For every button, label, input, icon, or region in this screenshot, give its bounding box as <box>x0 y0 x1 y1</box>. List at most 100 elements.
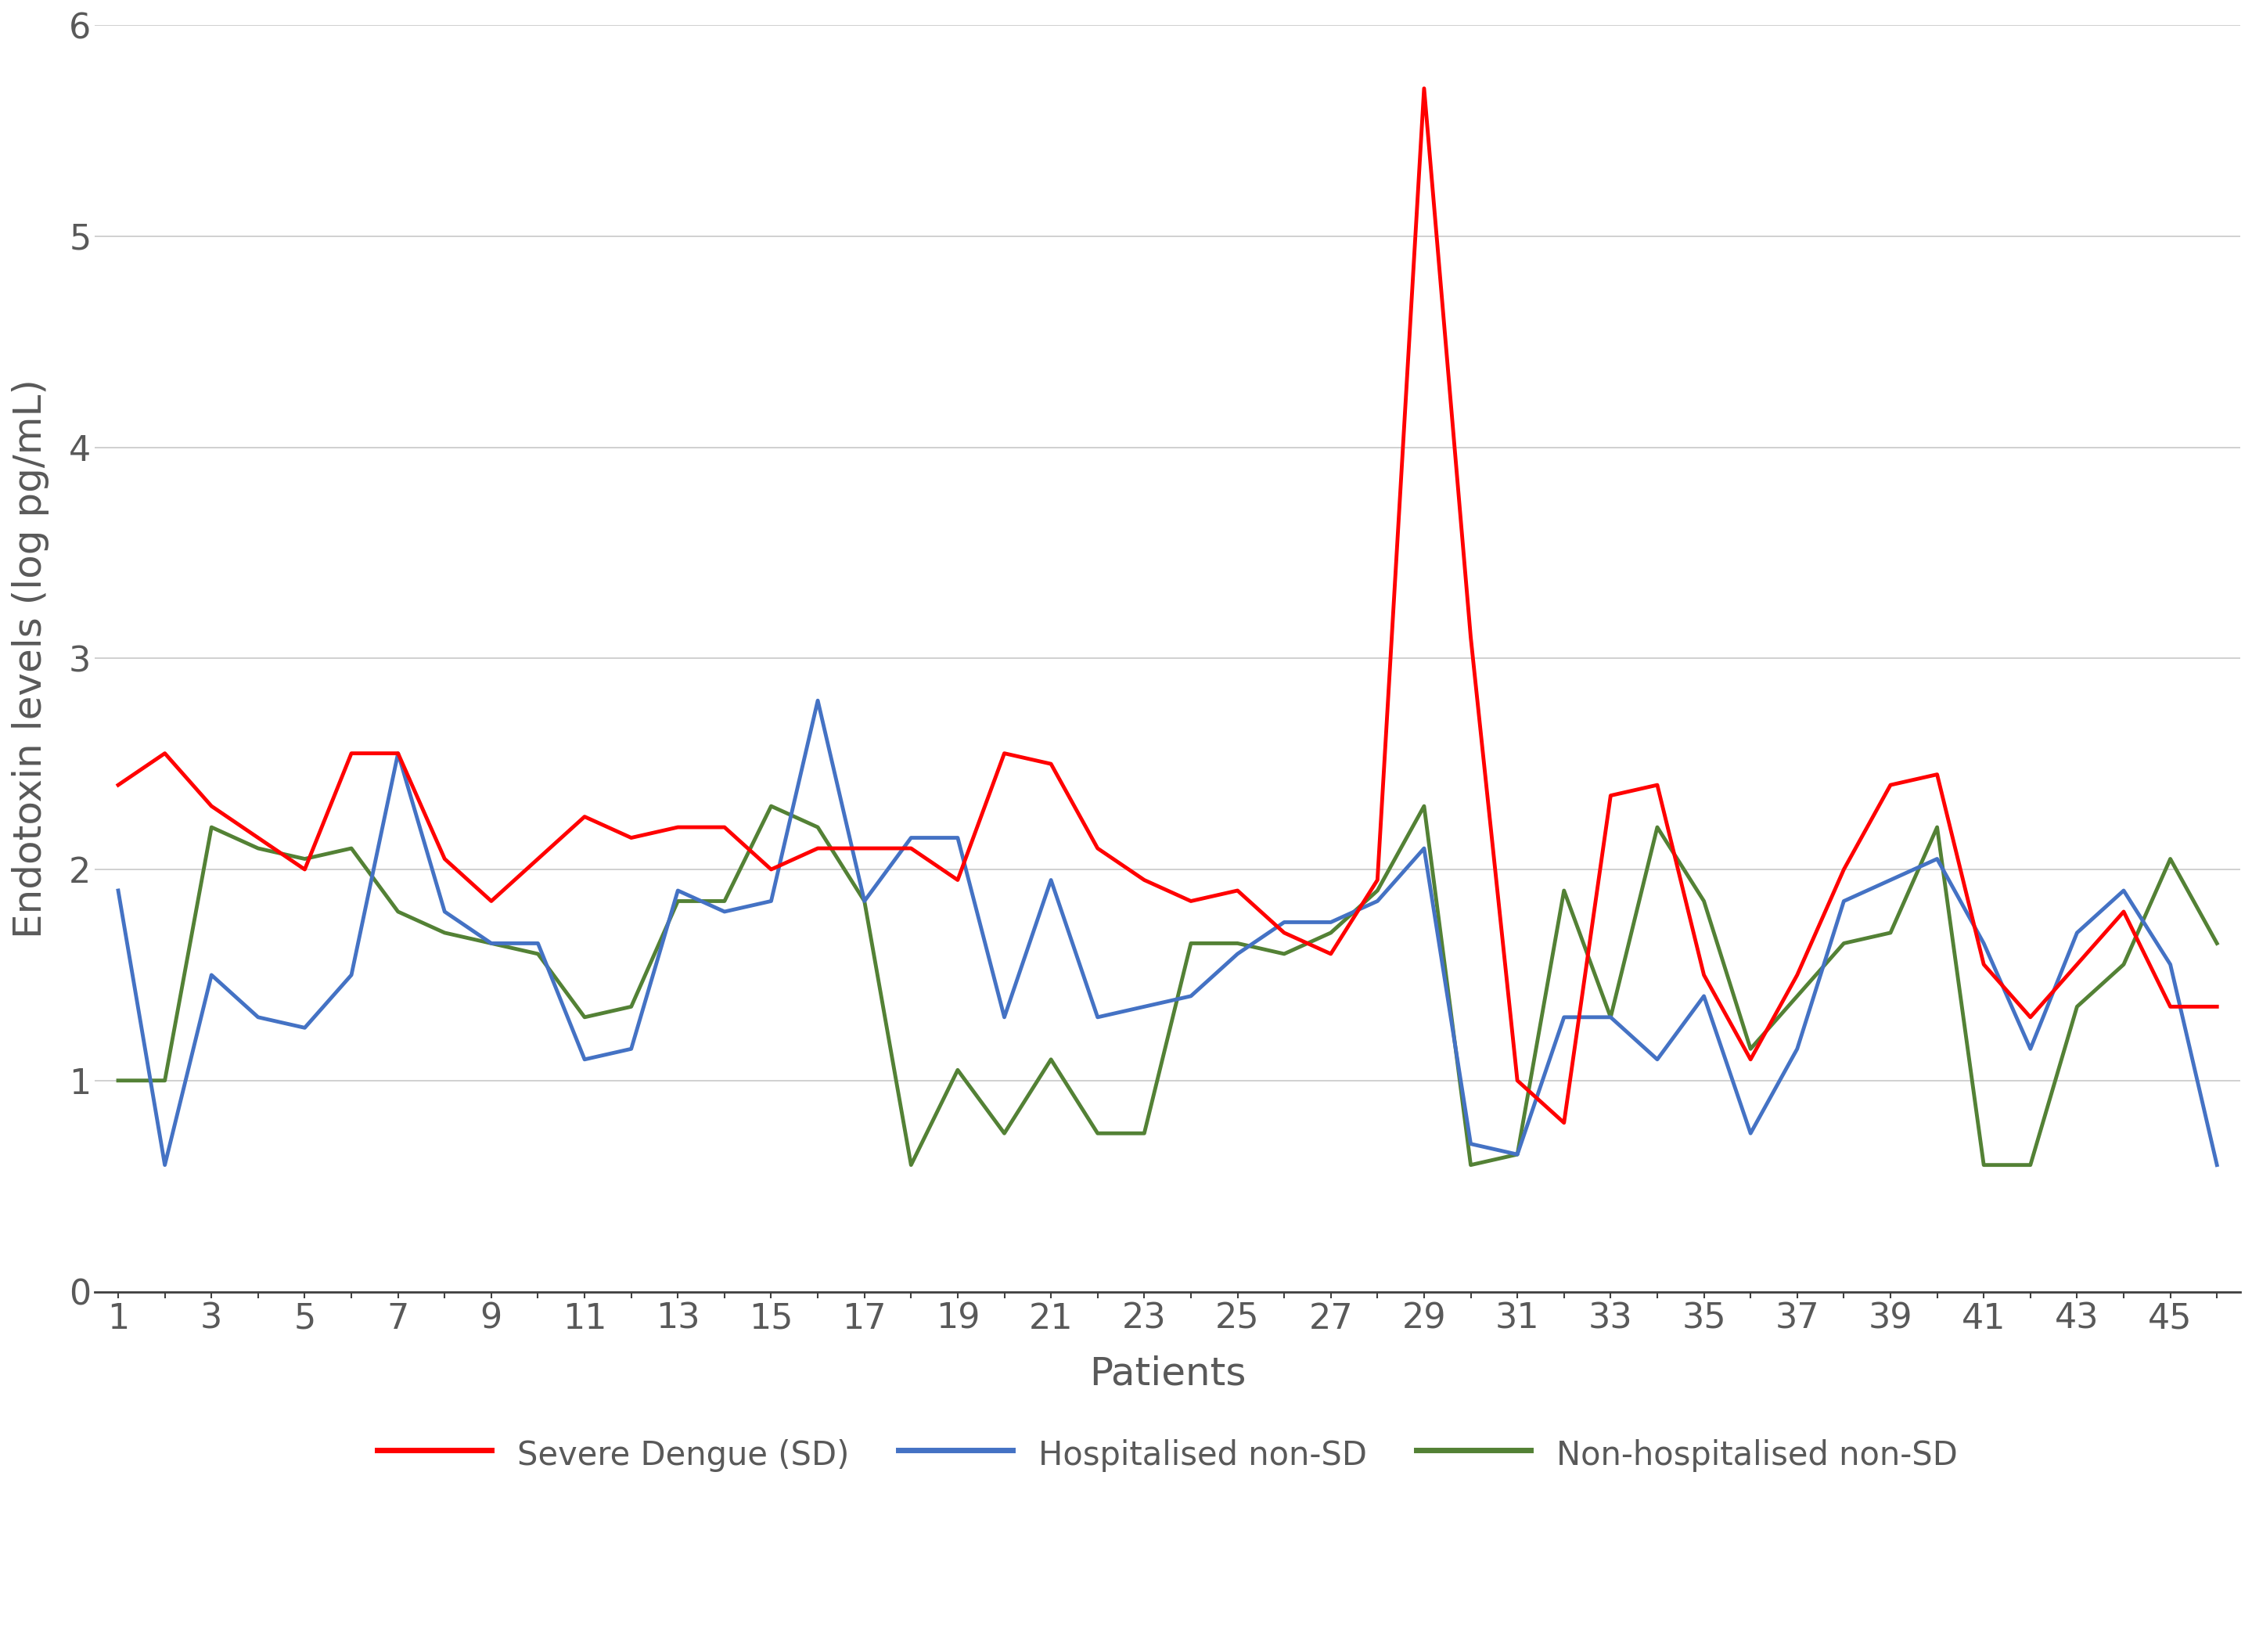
Hospitalised non-SD <box>104 881 131 900</box>
Severe Dengue (SD) <box>291 859 318 879</box>
Severe Dengue (SD) <box>477 890 504 910</box>
Severe Dengue (SD) <box>991 743 1018 763</box>
Non-hospitalised non-SD <box>712 890 739 910</box>
Hospitalised non-SD <box>1131 996 1158 1016</box>
Non-hospitalised non-SD <box>572 1008 599 1028</box>
Y-axis label: Endotoxin levels (log pg/mL): Endotoxin levels (log pg/mL) <box>11 378 50 938</box>
Hospitalised non-SD <box>1504 1145 1531 1165</box>
Severe Dengue (SD) <box>899 839 926 859</box>
Non-hospitalised non-SD <box>1876 923 1903 943</box>
Non-hospitalised non-SD <box>1504 1145 1531 1165</box>
Severe Dengue (SD) <box>1549 1113 1576 1133</box>
Severe Dengue (SD) <box>1504 1070 1531 1090</box>
Non-hospitalised non-SD <box>617 996 644 1016</box>
Severe Dengue (SD) <box>2063 955 2090 975</box>
Non-hospitalised non-SD <box>1736 1039 1763 1059</box>
Non-hospitalised non-SD <box>338 839 365 859</box>
Non-hospitalised non-SD <box>104 1070 131 1090</box>
Hospitalised non-SD <box>430 902 457 922</box>
Severe Dengue (SD) <box>572 806 599 826</box>
Hospitalised non-SD <box>572 1049 599 1069</box>
Hospitalised non-SD <box>1831 890 1858 910</box>
Non-hospitalised non-SD <box>198 818 225 838</box>
Legend: Severe Dengue (SD), Hospitalised non-SD, Non-hospitalised non-SD: Severe Dengue (SD), Hospitalised non-SD,… <box>360 1419 1975 1490</box>
Non-hospitalised non-SD <box>991 1123 1018 1143</box>
Severe Dengue (SD) <box>338 743 365 763</box>
Hospitalised non-SD <box>1970 933 1998 953</box>
Non-hospitalised non-SD <box>899 1155 926 1175</box>
Line: Hospitalised non-SD: Hospitalised non-SD <box>117 700 2216 1165</box>
Severe Dengue (SD) <box>1365 871 1392 890</box>
Severe Dengue (SD) <box>104 775 131 795</box>
Severe Dengue (SD) <box>2018 1008 2045 1028</box>
Severe Dengue (SD) <box>1131 871 1158 890</box>
Hospitalised non-SD <box>1876 871 1903 890</box>
Hospitalised non-SD <box>1083 1008 1110 1028</box>
Non-hospitalised non-SD <box>1970 1155 1998 1175</box>
Severe Dengue (SD) <box>1178 890 1205 910</box>
Severe Dengue (SD) <box>385 743 412 763</box>
Hospitalised non-SD <box>1644 1049 1671 1069</box>
Hospitalised non-SD <box>1317 912 1344 932</box>
Hospitalised non-SD <box>2110 881 2137 900</box>
Hospitalised non-SD <box>2018 1039 2045 1059</box>
Hospitalised non-SD <box>1178 986 1205 1006</box>
Non-hospitalised non-SD <box>1365 881 1392 900</box>
Hospitalised non-SD <box>2157 955 2184 975</box>
Hospitalised non-SD <box>1736 1123 1763 1143</box>
Severe Dengue (SD) <box>757 859 784 879</box>
Severe Dengue (SD) <box>1736 1049 1763 1069</box>
Hospitalised non-SD <box>385 743 412 763</box>
Non-hospitalised non-SD <box>1410 796 1437 816</box>
Non-hospitalised non-SD <box>151 1070 178 1090</box>
Non-hospitalised non-SD <box>291 849 318 869</box>
Hospitalised non-SD <box>2202 1155 2229 1175</box>
Hospitalised non-SD <box>1225 943 1252 963</box>
Non-hospitalised non-SD <box>525 943 552 963</box>
Non-hospitalised non-SD <box>1691 890 1718 910</box>
Hospitalised non-SD <box>617 1039 644 1059</box>
Non-hospitalised non-SD <box>430 923 457 943</box>
Non-hospitalised non-SD <box>1457 1155 1484 1175</box>
Severe Dengue (SD) <box>1644 775 1671 795</box>
Non-hospitalised non-SD <box>1083 1123 1110 1143</box>
Hospitalised non-SD <box>291 1018 318 1037</box>
X-axis label: Patients: Patients <box>1090 1355 1245 1393</box>
Severe Dengue (SD) <box>430 849 457 869</box>
Non-hospitalised non-SD <box>851 890 878 910</box>
Hospitalised non-SD <box>1784 1039 1811 1059</box>
Hospitalised non-SD <box>712 902 739 922</box>
Severe Dengue (SD) <box>944 871 971 890</box>
Non-hospitalised non-SD <box>1784 986 1811 1006</box>
Non-hospitalised non-SD <box>477 933 504 953</box>
Hospitalised non-SD <box>1597 1008 1624 1028</box>
Non-hospitalised non-SD <box>1178 933 1205 953</box>
Hospitalised non-SD <box>1410 839 1437 859</box>
Hospitalised non-SD <box>151 1155 178 1175</box>
Hospitalised non-SD <box>1365 890 1392 910</box>
Non-hospitalised non-SD <box>1225 933 1252 953</box>
Severe Dengue (SD) <box>2202 996 2229 1016</box>
Hospitalised non-SD <box>1038 871 1065 890</box>
Severe Dengue (SD) <box>525 849 552 869</box>
Hospitalised non-SD <box>944 828 971 847</box>
Non-hospitalised non-SD <box>1038 1049 1065 1069</box>
Hospitalised non-SD <box>851 890 878 910</box>
Hospitalised non-SD <box>338 965 365 985</box>
Non-hospitalised non-SD <box>664 890 691 910</box>
Severe Dengue (SD) <box>1597 786 1624 806</box>
Severe Dengue (SD) <box>1923 765 1950 785</box>
Severe Dengue (SD) <box>1317 943 1344 963</box>
Severe Dengue (SD) <box>617 828 644 847</box>
Non-hospitalised non-SD <box>385 902 412 922</box>
Non-hospitalised non-SD <box>944 1061 971 1080</box>
Hospitalised non-SD <box>1923 849 1950 869</box>
Hospitalised non-SD <box>991 1008 1018 1028</box>
Severe Dengue (SD) <box>1876 775 1903 795</box>
Non-hospitalised non-SD <box>2202 933 2229 953</box>
Non-hospitalised non-SD <box>2110 955 2137 975</box>
Hospitalised non-SD <box>477 933 504 953</box>
Hospitalised non-SD <box>664 881 691 900</box>
Non-hospitalised non-SD <box>1644 818 1671 838</box>
Severe Dengue (SD) <box>2157 996 2184 1016</box>
